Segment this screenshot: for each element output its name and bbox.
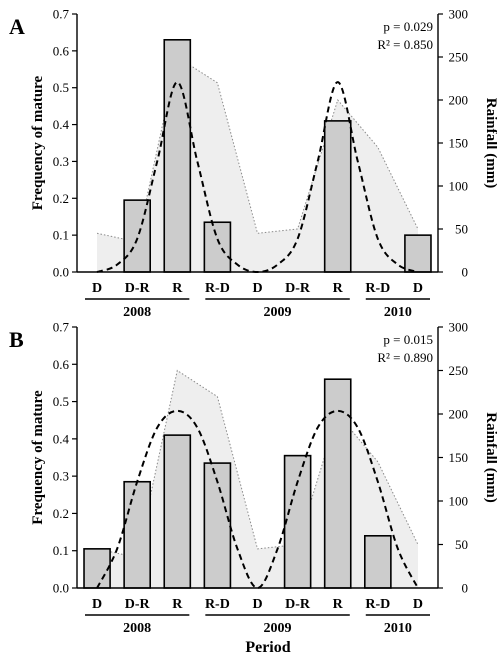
bar-0	[83, 548, 111, 589]
year-group-label: 2009	[264, 305, 292, 320]
y2-tick-label: 100	[449, 179, 469, 194]
y-tick-label: 0.6	[53, 43, 70, 58]
y-tick-label: 0.7	[53, 7, 70, 22]
y2-tick-label: 100	[449, 494, 469, 509]
y-tick-label: 0.0	[53, 265, 69, 280]
panel-label: A	[9, 14, 25, 39]
x-tick-label: R-D	[365, 597, 390, 612]
x-tick-label: R	[172, 281, 183, 296]
x-tick-label: D	[92, 597, 102, 612]
y2-tick-label: 200	[449, 407, 469, 422]
y-axis-label: Frequency of mature	[30, 75, 46, 210]
x-tick-label: D	[92, 281, 102, 296]
bar-5	[283, 454, 312, 589]
y-tick-label: 0.1	[53, 543, 69, 558]
x-tick-label: R-D	[205, 597, 230, 612]
y2-tick-label: 0	[462, 581, 469, 596]
bar-1	[123, 480, 152, 589]
x-tick-label: R	[172, 597, 183, 612]
y2-axis-label: Rainfall (mm)	[483, 98, 497, 188]
x-tick-label: D-R	[125, 281, 151, 296]
y-tick-label: 0.5	[53, 80, 69, 95]
x-tick-label: D-R	[285, 281, 311, 296]
bar-6	[323, 378, 352, 589]
bar-2	[163, 434, 192, 589]
x-tick-label: D	[252, 281, 262, 296]
bar-6	[323, 120, 352, 273]
panel-label: B	[9, 327, 24, 352]
x-tick-label: R	[333, 281, 344, 296]
y-tick-label: 0.7	[53, 320, 70, 335]
x-tick-label: D-R	[125, 597, 151, 612]
stat-annotation: R² = 0.890	[377, 350, 433, 365]
y-tick-label: 0.1	[53, 228, 69, 243]
bar-3	[203, 221, 232, 273]
y2-tick-label: 200	[449, 93, 469, 108]
y-tick-label: 0.3	[53, 469, 69, 484]
x-tick-label: D-R	[285, 597, 311, 612]
y2-tick-label: 50	[455, 222, 468, 237]
bar-2	[163, 38, 192, 273]
y-tick-label: 0.2	[53, 191, 69, 206]
fit-curve	[96, 409, 419, 590]
x-axis-label: Period	[245, 639, 290, 656]
x-tick-label: D	[413, 281, 423, 296]
bar-7	[363, 534, 392, 589]
bar-3	[203, 462, 232, 589]
year-group-label: 2010	[384, 305, 412, 320]
y2-tick-label: 0	[462, 265, 469, 280]
bar-8	[404, 234, 432, 273]
y-tick-label: 0.3	[53, 154, 69, 169]
year-group-label: 2008	[123, 621, 151, 636]
year-group-label: 2009	[264, 621, 292, 636]
x-tick-label: R-D	[205, 281, 230, 296]
y-axis-label: Frequency of mature	[30, 390, 46, 525]
y-tick-label: 0.4	[53, 117, 70, 132]
year-group-label: 2008	[123, 305, 151, 320]
panel-a: 0.0 0.1 0.2 0.3 0.4 0.5 0.6 0.7 0 50 100 150 200 250 3…	[9, 7, 497, 321]
y-tick-label: 0.6	[53, 357, 70, 372]
y2-tick-label: 150	[449, 136, 469, 151]
y-tick-label: 0.4	[53, 431, 70, 446]
panel-b: 0.0 0.1 0.2 0.3 0.4 0.5 0.6 0.7 0 50 100 150 200 250 3…	[9, 320, 497, 637]
y-tick-label: 0.2	[53, 506, 69, 521]
y2-tick-label: 150	[449, 450, 469, 465]
y2-tick-label: 300	[449, 7, 469, 22]
stat-annotation: p = 0.015	[383, 332, 433, 347]
y2-tick-label: 50	[455, 537, 468, 552]
rainfall-outline	[96, 369, 419, 559]
y2-axis-label: Rainfall (mm)	[483, 412, 497, 502]
y2-tick-label: 250	[449, 50, 469, 65]
x-tick-label: R-D	[365, 281, 390, 296]
year-group-label: 2010	[384, 621, 412, 636]
y-tick-label: 0.0	[53, 581, 69, 596]
stat-annotation: p = 0.029	[383, 19, 433, 34]
y2-tick-label: 250	[449, 363, 469, 378]
x-tick-label: D	[413, 597, 423, 612]
y-tick-label: 0.5	[53, 394, 69, 409]
y2-tick-label: 300	[449, 320, 469, 335]
x-tick-label: D	[252, 597, 262, 612]
stat-annotation: R² = 0.850	[377, 37, 433, 52]
x-tick-label: R	[333, 597, 344, 612]
